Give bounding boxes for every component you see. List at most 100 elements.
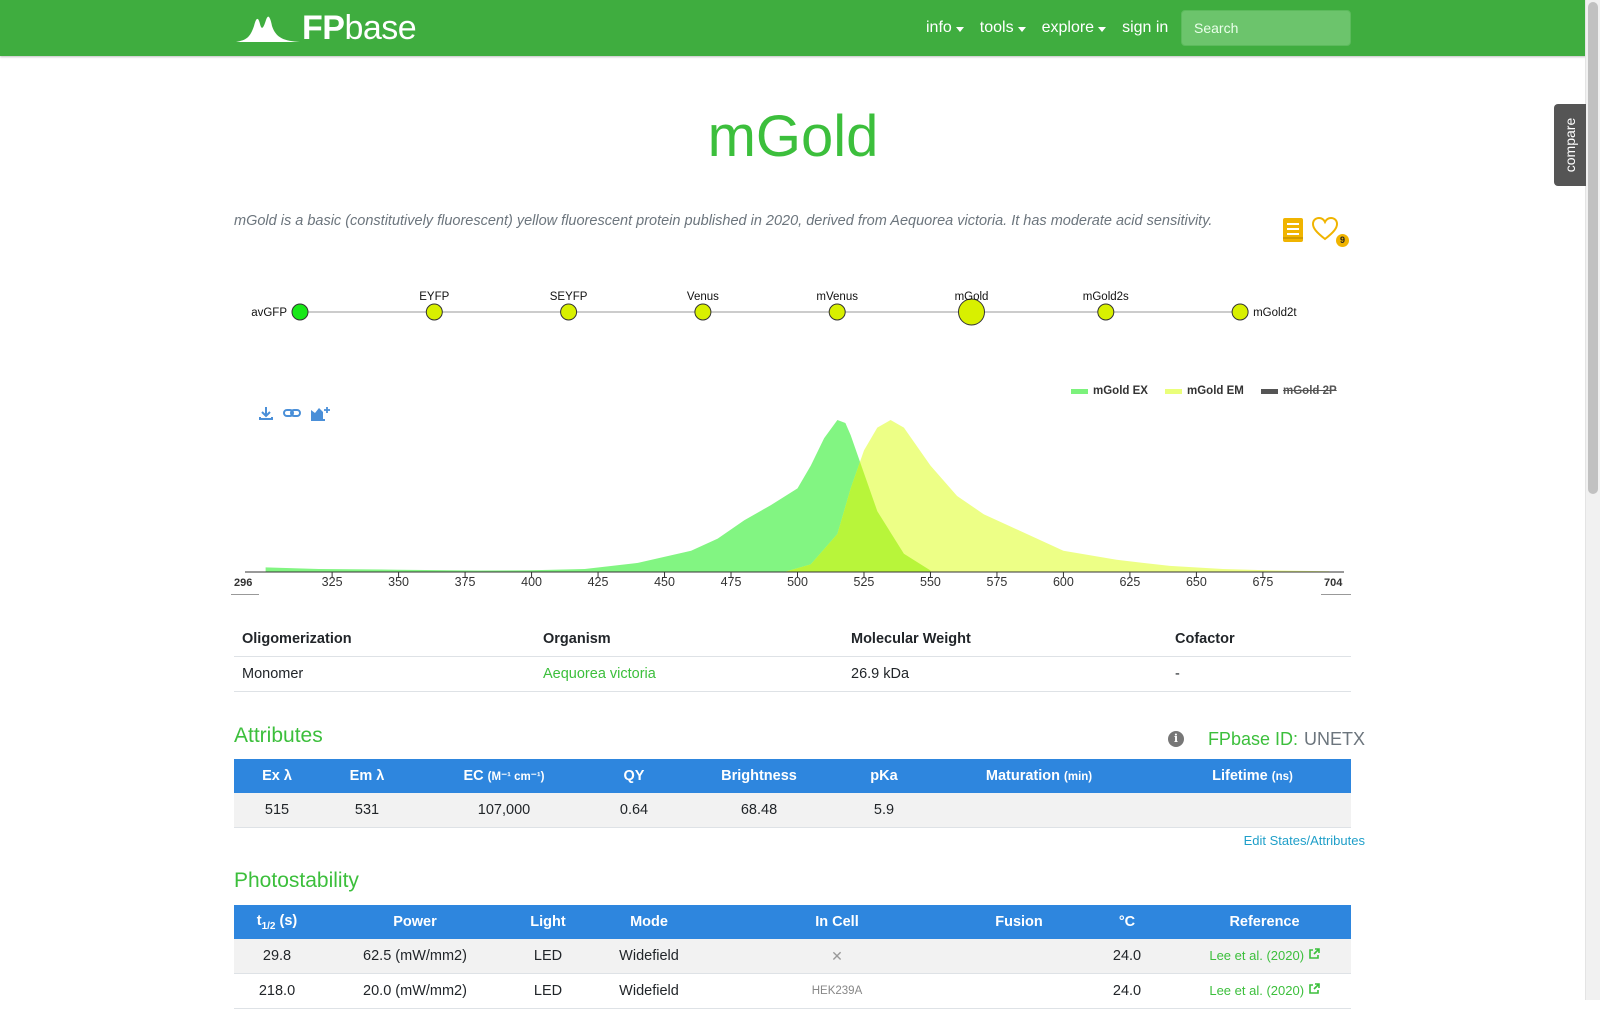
external-link-icon [1308,983,1320,994]
page-title: mGold [707,104,879,169]
em-value: 531 [320,793,414,828]
x-tick-label: 550 [920,575,941,589]
search-input[interactable] [1181,10,1351,46]
compare-tab[interactable]: compare [1554,104,1586,186]
lineage-label[interactable]: mGold [955,291,989,303]
legend-swatch [1071,388,1088,394]
x-tick-label: 325 [321,575,343,589]
ex-value: 515 [234,793,320,828]
header-cofactor: Cofactor [1167,622,1351,657]
nav-explore[interactable]: explore [1042,19,1107,37]
legend-em[interactable]: mGold EM [1165,385,1244,397]
lineage-label[interactable]: Venus [687,291,719,303]
qy-value: 0.64 [594,793,674,828]
protein-description: mGold is a basic (constitutively fluores… [234,213,1213,229]
lineage-node-SEYFP[interactable] [560,303,578,321]
nav-tools[interactable]: tools [980,19,1026,37]
x-tick-label: 400 [521,575,542,589]
in-cell-value: HEK239A [712,973,962,1009]
main-nav: info tools explore sign in [926,0,1184,56]
x-tick-label: 650 [1185,575,1207,589]
maturation-value [924,793,1154,828]
legend-2p[interactable]: mGold 2P [1261,385,1337,397]
lineage-node-avGFP[interactable] [291,303,309,321]
lineage-label[interactable]: mVenus [816,291,858,303]
t-half-value: 29.8 [234,939,320,974]
x-tick-label: 500 [787,575,808,589]
page-scrollbar[interactable] [1585,0,1600,1000]
close-icon: ✕ [712,939,962,974]
light-value: LED [510,939,586,974]
nav-info[interactable]: info [926,19,964,37]
mode-value: Widefield [586,939,712,974]
external-link-icon [1308,948,1320,959]
header-brightness: Brightness [674,759,844,793]
t-half-value: 218.0 [234,973,320,1009]
lineage-label[interactable]: EYFP [419,291,449,303]
link-icon[interactable] [283,405,301,421]
info-icon[interactable]: i [1168,731,1184,747]
range-handle-right[interactable] [1321,594,1351,595]
spectra-chart[interactable] [0,0,1586,600]
reference-link[interactable]: Lee et al. (2020) [1209,948,1320,963]
lineage-label[interactable]: mGold2s [1083,291,1129,303]
download-icon[interactable] [258,405,274,421]
cofactor-value: - [1167,656,1351,692]
edit-states-link[interactable]: Edit States/Attributes [1243,833,1365,848]
scrollbar-thumb[interactable] [1588,2,1598,494]
lineage-node-mGold2s[interactable] [1097,303,1115,321]
header-maturation: Maturation (min) [924,759,1154,793]
lineage-label[interactable]: mGold2t [1253,307,1297,319]
header-temp: °C [1076,905,1178,939]
range-handle-left[interactable] [231,594,259,595]
legend-swatch [1165,388,1182,394]
table-row: 29.8 62.5 (mW/mm2) LED Widefield ✕ 24.0 … [234,939,1351,974]
oligomerization-value: Monomer [234,656,535,692]
pka-value: 5.9 [844,793,924,828]
fusion-value [962,939,1076,974]
add-spectra-icon[interactable] [310,404,332,422]
attributes-heading: Attributes [234,724,323,747]
lineage-node-EYFP[interactable] [425,303,443,321]
header-mode: Mode [586,905,712,939]
mode-value: Widefield [586,973,712,1009]
nav-sign-in[interactable]: sign in [1122,19,1169,36]
x-tick-label: 450 [654,575,675,589]
x-tick-label: 475 [720,575,742,589]
header-in-cell: In Cell [712,905,962,939]
molecular-weight-value: 26.9 kDa [843,656,1167,692]
book-icon[interactable] [1282,217,1304,243]
em-spectrum-area [784,420,1330,572]
organism-link[interactable]: Aequorea victoria [543,666,656,682]
lineage-label[interactable]: SEYFP [550,291,588,303]
x-tick-label: 575 [986,575,1008,589]
legend-swatch [1261,388,1278,394]
lineage-label[interactable]: avGFP [251,307,287,319]
favorite-count-badge: 9 [1336,234,1349,247]
lineage-node-Venus[interactable] [694,303,712,321]
header-oligomerization: Oligomerization [234,622,535,657]
x-tick-label: 350 [388,575,410,589]
header-ec: EC (M⁻¹ cm⁻¹) [414,759,594,793]
header-ex: Ex λ [234,759,320,793]
x-tick-label: 675 [1252,575,1274,589]
x-max-label: 704 [1324,577,1343,589]
lineage-node-mVenus[interactable] [828,303,846,321]
reference-link[interactable]: Lee et al. (2020) [1209,983,1320,998]
legend-ex[interactable]: mGold EX [1071,385,1148,397]
lineage-node-mGold[interactable] [958,298,985,326]
lineage-node-mGold2t[interactable] [1231,303,1249,321]
table-row: 218.0 20.0 (mW/mm2) LED Widefield HEK239… [234,973,1351,1009]
brand-logo[interactable]: FPbase [236,8,417,48]
header-light: Light [510,905,586,939]
reference-cell: Lee et al. (2020) [1178,973,1351,1009]
fpbase-id: FPbase ID: UNETX [1207,729,1365,749]
x-tick-label: 425 [587,575,609,589]
heart-icon[interactable] [1312,217,1338,241]
header-em: Em λ [320,759,414,793]
lifetime-value [1154,793,1351,828]
light-value: LED [510,973,586,1009]
temp-value: 24.0 [1076,973,1178,1009]
chevron-down-icon [1098,26,1107,32]
x-min-label: 296 [234,577,253,589]
